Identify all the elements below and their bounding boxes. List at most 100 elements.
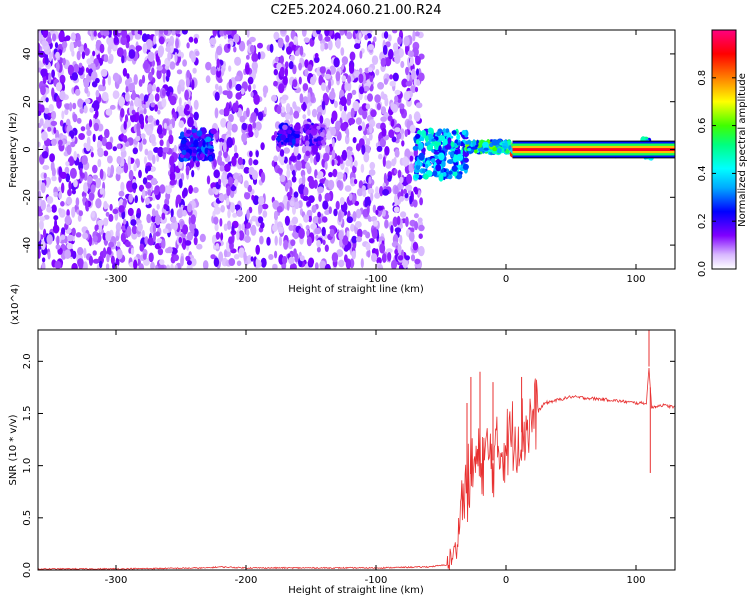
heatmap-cell: [258, 203, 263, 214]
heatmap-cell: [116, 249, 123, 260]
heatmap-cell: [126, 73, 130, 79]
heatmap-cell: [344, 254, 348, 263]
heatmap-cell: [399, 234, 403, 245]
heatmap-cell: [389, 74, 393, 80]
heatmap-cell: [268, 254, 274, 260]
heatmap-cell: [99, 43, 105, 54]
heatmap-cell: [218, 193, 225, 202]
heatmap-cell: [359, 86, 365, 95]
snr-x-axis: -300 -200 -100 0 100: [105, 330, 646, 586]
heatmap-cell: [93, 122, 100, 132]
heatmap-cell: [416, 139, 419, 145]
heatmap-cell: [110, 164, 115, 176]
heatmap-cell: [105, 230, 112, 242]
heatmap-cell: [193, 99, 199, 110]
heatmap-cell: [331, 149, 336, 160]
heatmap-cell: [394, 227, 402, 234]
heatmap-cell: [412, 145, 419, 151]
heatmap-cell: [241, 223, 245, 231]
heatmap-cell: [303, 214, 310, 223]
heatmap-cell: [44, 56, 49, 66]
heatmap-cell: [450, 151, 455, 158]
heatmap-cell: [299, 93, 304, 104]
heatmap-cell: [279, 66, 285, 77]
heatmap-cell: [260, 142, 265, 151]
heatmap-cell: [373, 36, 377, 43]
heatmap-cell: [180, 172, 185, 181]
heatmap-cell: [363, 85, 370, 92]
heatmap-cell: [306, 236, 312, 247]
heatmap-cell: [83, 171, 88, 181]
heatmap-cell: [187, 116, 194, 128]
heatmap-cell: [346, 128, 350, 138]
heatmap-cell: [73, 63, 79, 74]
heatmap-cell: [174, 52, 178, 63]
heatmap-cell: [48, 104, 54, 112]
heatmap-cell: [341, 64, 344, 70]
heatmap-cell: [293, 110, 300, 119]
heatmap-cell: [100, 68, 108, 77]
heatmap-cell: [116, 143, 121, 150]
heatmap-cell: [318, 193, 322, 202]
heatmap-cell: [341, 56, 349, 65]
heatmap-cell: [397, 255, 404, 261]
heatmap-cell: [98, 84, 104, 92]
heatmap-cell: [291, 176, 297, 183]
heatmap-cell: [126, 225, 132, 237]
heatmap-cell: [61, 41, 68, 49]
heatmap-cell: [253, 94, 260, 105]
heatmap-cell: [150, 102, 156, 108]
heatmap-cell: [409, 195, 413, 205]
heatmap-cell: [231, 224, 235, 234]
heatmap-cell: [411, 68, 416, 80]
heatmap-cell: [69, 102, 73, 112]
heatmap-cell: [311, 204, 317, 214]
heatmap-cell: [86, 129, 92, 137]
heatmap-cell: [192, 148, 197, 154]
heatmap-cell: [282, 124, 288, 130]
heatmap-cell: [43, 172, 47, 179]
heatmap-cell: [364, 34, 369, 41]
heatmap-cell: [105, 108, 112, 116]
heatmap-cell: [404, 255, 410, 261]
heatmap-cell: [391, 259, 398, 269]
heatmap-cell: [341, 110, 347, 121]
heatmap-cell: [471, 146, 478, 150]
chart-title: C2E5.2024.060.21.00.R24: [270, 3, 441, 18]
heatmap-cell: [285, 113, 291, 120]
heatmap-cell: [131, 89, 136, 101]
heatmap-cell: [175, 194, 182, 204]
heatmap-cell: [335, 200, 340, 210]
heatmap-cell: [263, 106, 267, 115]
heatmap-cell: [262, 210, 268, 218]
heatmap-cell: [301, 174, 306, 186]
heatmap-cell: [288, 256, 295, 265]
heatmap-cell: [417, 217, 423, 223]
heatmap-cell: [128, 49, 136, 59]
heatmap-cell: [97, 219, 104, 227]
heatmap-cell: [364, 197, 371, 206]
heatmap-cell: [322, 239, 326, 246]
heatmap-cell: [394, 149, 400, 158]
heatmap-cell: [331, 159, 335, 167]
heatmap-cell: [295, 138, 300, 144]
heatmap-cell: [223, 223, 228, 232]
heatmap-cell: [252, 195, 260, 206]
heatmap-cell: [72, 250, 77, 260]
heatmap-cell: [499, 142, 503, 146]
heatmap-cell: [40, 199, 46, 211]
heatmap-cell: [173, 144, 177, 153]
heatmap-cell: [412, 30, 416, 42]
heatmap-cell: [154, 104, 159, 112]
heatmap-cell: [340, 47, 345, 56]
heatmap-cell: [41, 40, 48, 47]
heatmap-cell: [416, 79, 421, 86]
heatmap-cell: [316, 246, 321, 253]
heatmap-cell: [418, 224, 425, 232]
heatmap-cell: [165, 185, 172, 195]
heatmap-cell: [397, 36, 402, 45]
heatmap-cell: [335, 120, 341, 130]
heatmap-cell: [153, 35, 157, 45]
heatmap-cell: [396, 215, 401, 226]
heatmap-cell: [217, 77, 223, 83]
